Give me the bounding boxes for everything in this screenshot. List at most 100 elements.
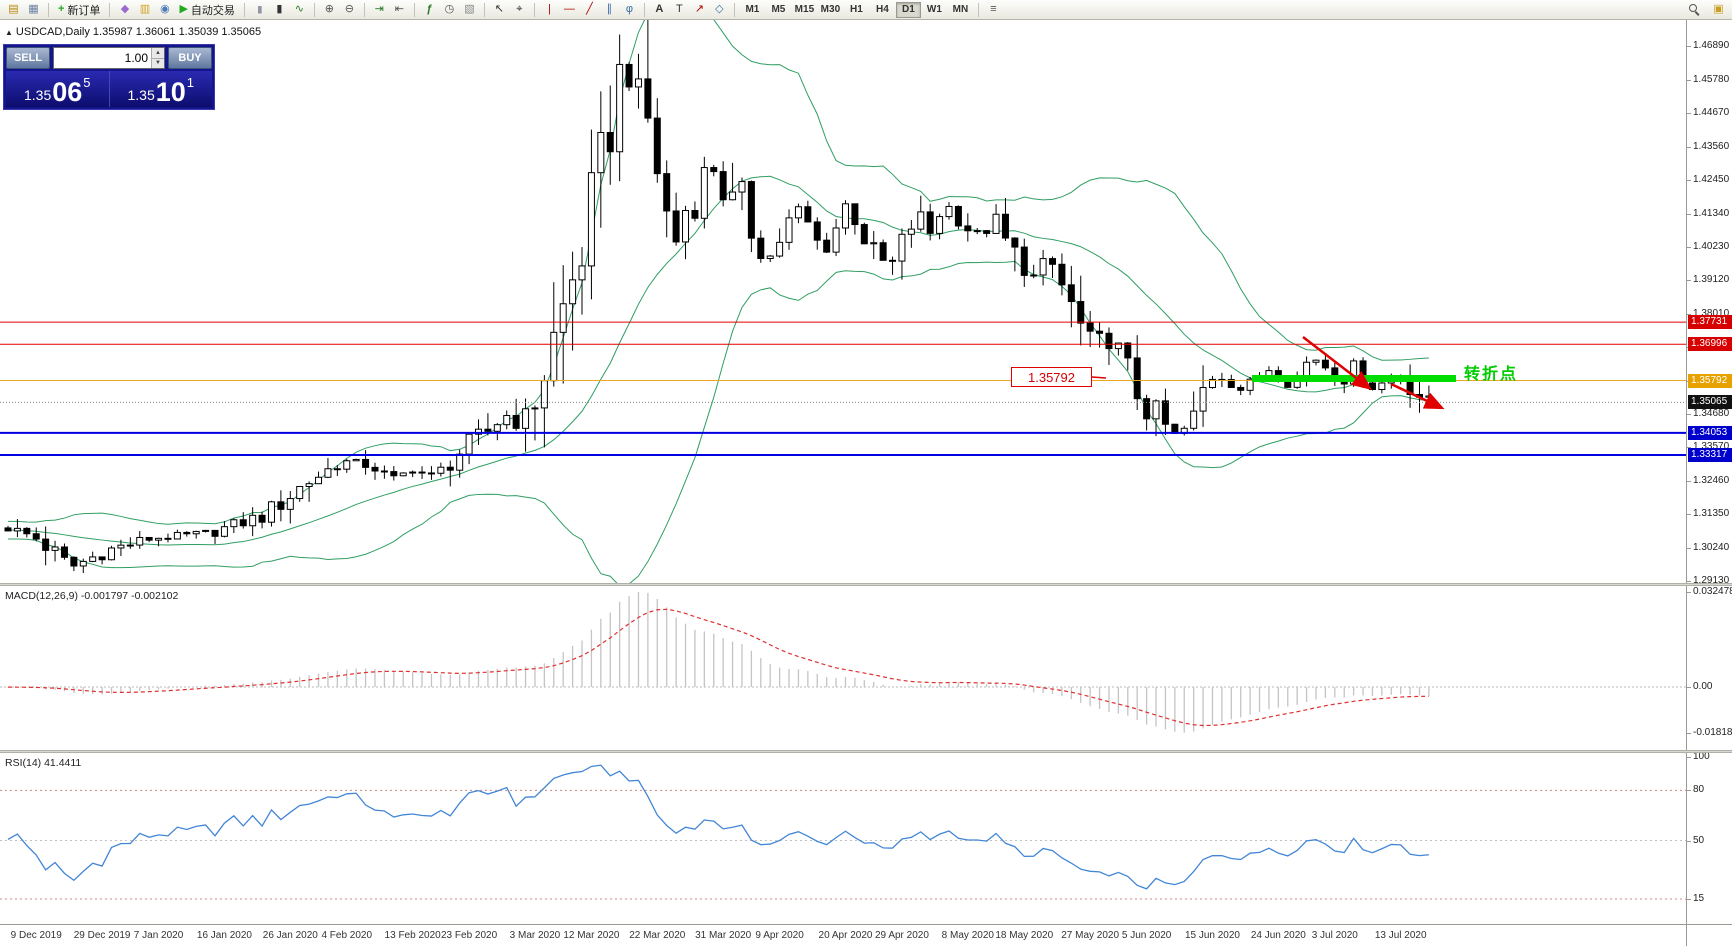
- sell-button[interactable]: SELL: [6, 47, 50, 69]
- price-tag: 1.35792: [1688, 373, 1732, 388]
- buy-button[interactable]: BUY: [168, 47, 212, 69]
- main-chart-pane[interactable]: [0, 20, 1686, 583]
- price-axis[interactable]: 1.46890 1.45780 1.44670 1.43560 1.42450 1.413…: [1686, 0, 1732, 946]
- axis-tick: [1687, 514, 1691, 516]
- price-axis-label: 1.44670: [1693, 107, 1730, 119]
- rsi-scale-label: 100: [1693, 751, 1710, 762]
- timeframe-m1-button[interactable]: M1: [745, 4, 760, 15]
- timeframe-h4-button[interactable]: H4: [876, 4, 889, 15]
- date-axis-label: 9 Dec 2019: [10, 930, 62, 941]
- date-axis-label: 3 Jul 2020: [1311, 930, 1358, 941]
- templates-button[interactable]: ▧: [460, 1, 479, 18]
- volume-input[interactable]: 1.00 ▲ ▼: [53, 47, 165, 69]
- fibonacci-button[interactable]: φ: [620, 1, 639, 18]
- timeframe-d1-button[interactable]: D1: [895, 1, 921, 18]
- navigator-button[interactable]: ◉: [155, 1, 174, 18]
- macd-scale-label: 0.00: [1693, 681, 1713, 692]
- price-tag: 1.35065: [1688, 395, 1732, 410]
- price-axis-label: 1.45780: [1693, 73, 1730, 85]
- turning-point-label[interactable]: 转折点: [1464, 366, 1519, 383]
- toolbar-separator: [643, 2, 645, 17]
- axis-tick: [1687, 280, 1691, 282]
- toolbar-separator: [483, 2, 485, 17]
- date-axis-label: 29 Dec 2019: [73, 930, 131, 941]
- collapse-arrow-icon[interactable]: ▲: [5, 28, 13, 37]
- volume-increase-button[interactable]: ▲: [152, 48, 164, 58]
- indicators-button[interactable]: ƒ: [420, 1, 439, 18]
- market-watch-button[interactable]: ▥: [135, 1, 154, 18]
- axis-tick: [1687, 790, 1691, 792]
- trend-arrow: [1302, 336, 1372, 391]
- timeframe-w1-button[interactable]: W1: [926, 4, 942, 15]
- price-tag: 1.37731: [1688, 315, 1732, 330]
- pane-separator[interactable]: [0, 750, 1732, 753]
- ideas-button[interactable]: ▣: [1709, 1, 1728, 18]
- horizontal-line-button[interactable]: —: [560, 1, 579, 18]
- sell-price-point: 5: [83, 75, 91, 90]
- bar-chart-button[interactable]: |||: [250, 1, 269, 18]
- rsi-pane[interactable]: [0, 753, 1686, 924]
- axis-tick: [1687, 581, 1691, 583]
- metaeditor-icon: ◆: [120, 3, 130, 15]
- auto-scroll-button[interactable]: ⇥: [370, 1, 389, 18]
- search-icon: [1689, 3, 1701, 16]
- date-axis-label: 18 May 2020: [995, 930, 1054, 941]
- main-chart-layer: [0, 20, 1686, 583]
- axis-tick: [1687, 687, 1691, 688]
- buy-price-display[interactable]: 1.35 10 1: [109, 71, 212, 107]
- text-label-button[interactable]: T: [670, 1, 689, 18]
- crosshair-button[interactable]: ⌖: [510, 1, 529, 18]
- objects-list-button[interactable]: ≡: [984, 1, 1003, 18]
- date-axis-label: 26 Jan 2020: [262, 930, 318, 941]
- rsi-layer: [0, 764, 1686, 900]
- pane-separator[interactable]: [0, 583, 1732, 586]
- autotrading-button[interactable]: ▶ 自动交易: [175, 1, 238, 18]
- chart-shift-icon: ⇤: [394, 3, 405, 15]
- rsi-scale-label: 80: [1693, 784, 1705, 796]
- arrows-icon: ↗: [694, 3, 705, 15]
- cursor-button[interactable]: ↖: [490, 1, 509, 18]
- axis-tick: [1687, 840, 1691, 842]
- zoom-out-button[interactable]: ⊖: [340, 1, 359, 18]
- date-axis-label: 7 Jan 2020: [133, 930, 184, 941]
- navigator-icon: ◉: [160, 3, 170, 15]
- sell-price-display[interactable]: 1.35 06 5: [6, 71, 110, 107]
- date-axis[interactable]: 9 Dec 2019 29 Dec 2019 7 Jan 2020 16 Jan 20…: [0, 925, 1686, 946]
- periods-button[interactable]: ◷: [440, 1, 459, 18]
- macd-pane[interactable]: [0, 586, 1686, 750]
- auto-scroll-icon: ⇥: [374, 3, 385, 15]
- arrows-button[interactable]: ↗: [690, 1, 709, 18]
- axis-tick: [1687, 732, 1691, 734]
- axis-tick: [1687, 757, 1691, 758]
- axis-tick: [1687, 46, 1691, 48]
- trendline-button[interactable]: ╱: [580, 1, 599, 18]
- shapes-button[interactable]: ◇: [710, 1, 729, 18]
- price-level-callout[interactable]: 1.35792: [1011, 367, 1092, 387]
- profiles-button[interactable]: ▦: [24, 1, 43, 18]
- metaeditor-button[interactable]: ◆: [115, 1, 134, 18]
- date-axis-label: 5 Jun 2020: [1121, 930, 1172, 941]
- volume-decrease-button[interactable]: ▼: [152, 57, 164, 68]
- new-chart-button[interactable]: ▤: [4, 1, 23, 18]
- new-order-button[interactable]: + 新订单: [54, 1, 104, 18]
- horizontal-line-icon: —: [563, 3, 575, 15]
- date-axis-label: 9 Apr 2020: [755, 930, 804, 941]
- date-axis-label: 15 Jun 2020: [1184, 930, 1240, 941]
- candlestick-chart-button[interactable]: ▮: [270, 1, 289, 18]
- zoom-in-icon: ⊕: [324, 3, 335, 15]
- timeframe-m30-button[interactable]: M30: [820, 4, 841, 15]
- timeframe-m15-button[interactable]: M15: [794, 4, 815, 15]
- channel-button[interactable]: ∥: [600, 1, 619, 18]
- chart-shift-button[interactable]: ⇤: [390, 1, 409, 18]
- timeframe-mn-button[interactable]: MN: [952, 4, 969, 15]
- price-axis-label: 1.46890: [1693, 40, 1730, 52]
- new-order-plus-icon: +: [58, 3, 65, 15]
- timeframe-m5-button[interactable]: M5: [771, 4, 786, 15]
- line-chart-button[interactable]: ∿: [290, 1, 309, 18]
- timeframe-h1-button[interactable]: H1: [850, 4, 863, 15]
- search-button[interactable]: [1685, 1, 1705, 18]
- vertical-line-button[interactable]: |: [540, 1, 559, 18]
- text-button[interactable]: A: [650, 1, 669, 18]
- zoom-in-button[interactable]: ⊕: [320, 1, 339, 18]
